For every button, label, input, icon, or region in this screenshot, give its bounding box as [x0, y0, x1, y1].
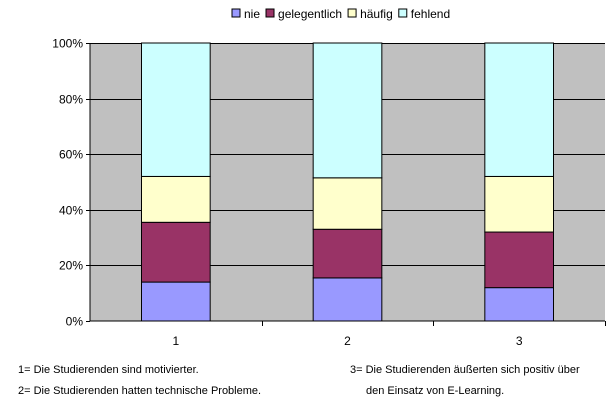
y-axis-ticks: 0% 20% 40% 60% 80% 100% [52, 37, 90, 329]
bar-segment [141, 42, 211, 177]
bar-segment [141, 221, 211, 283]
footnote-3-line-2: den Einsatz von E-Learning. [366, 385, 505, 397]
legend-label: gelegentlich [278, 7, 342, 21]
x-axis-ticks: 1 2 3 [172, 321, 606, 348]
y-tick-label: 80% [59, 93, 83, 107]
footnote-2: 2= Die Studierenden hatten technische Pr… [18, 385, 262, 397]
bar-segment [312, 228, 383, 279]
legend-swatch [231, 8, 241, 18]
y-tick-label: 0% [66, 315, 84, 329]
x-tick-label: 2 [344, 334, 351, 348]
bar-segment [141, 175, 211, 223]
bars [141, 42, 555, 322]
bar-segment [312, 277, 383, 322]
legend-swatch [347, 8, 357, 18]
legend-label: nie [244, 7, 260, 21]
legend-label: fehlend [411, 7, 450, 21]
footnote-3-line-1: 3= Die Studierenden äußerten sich positi… [350, 364, 580, 376]
bar-segment [312, 177, 383, 230]
y-tick-label: 60% [59, 148, 83, 162]
axes [89, 43, 605, 322]
legend: nie gelegentlich häufig fehlend [231, 7, 450, 21]
bar-segment [312, 42, 383, 179]
legend-swatch [265, 8, 275, 18]
bar-segment [484, 42, 555, 177]
legend-swatch [398, 8, 408, 18]
bar-segment [484, 175, 555, 233]
y-tick-label: 20% [59, 259, 83, 273]
bar-segment [484, 231, 555, 289]
legend-label: häufig [360, 7, 393, 21]
bar-segment [141, 281, 211, 322]
footnote-1: 1= Die Studierenden sind motivierter. [18, 364, 199, 376]
y-tick-label: 40% [59, 204, 83, 218]
y-tick-label: 100% [52, 37, 83, 51]
x-tick-label: 1 [172, 334, 179, 348]
bar-segment [484, 287, 555, 322]
x-tick-label: 3 [516, 334, 523, 348]
